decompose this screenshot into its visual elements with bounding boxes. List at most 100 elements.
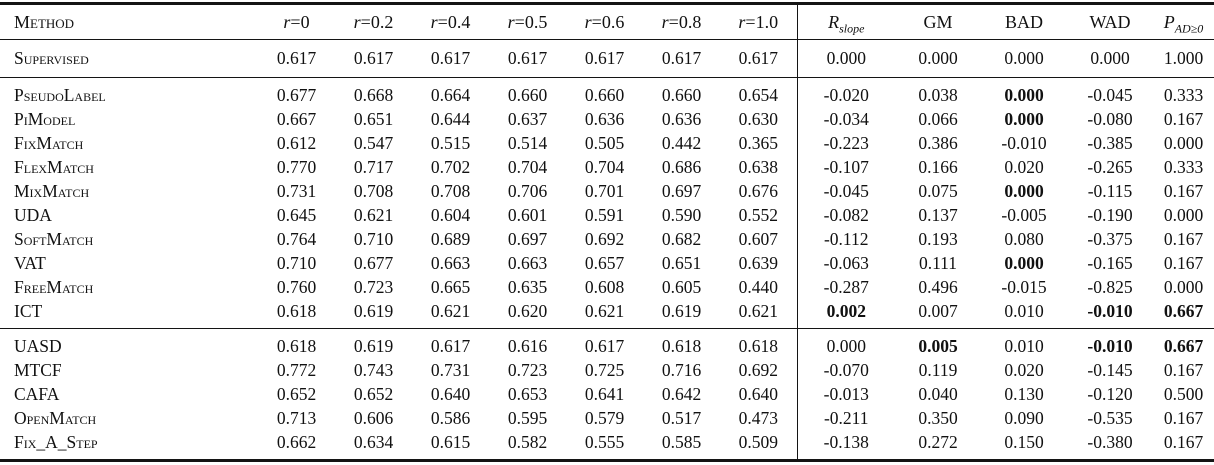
metric-cell: -0.005 (1001, 204, 1047, 225)
method-cell: UASD (14, 335, 62, 356)
table-row-fixmatch: FixMatch 0.612 0.547 0.515 0.514 0.505 0.442 0.… (0, 131, 1214, 155)
col-header-value: =1.0 (745, 11, 779, 32)
col-header-r0: r=0 (258, 4, 335, 40)
metric-cell: 0.150 (1004, 431, 1044, 452)
value-cell: 0.644 (430, 108, 471, 129)
value-cell: 0.586 (430, 407, 471, 428)
value-cell: 0.619 (353, 335, 394, 356)
table-row-fix-a-step: Fix_A_Step 0.662 0.634 0.615 0.582 0.555 0.585… (0, 430, 1214, 461)
method-cell: Fix_A_Step (14, 431, 98, 452)
metric-cell: 0.038 (918, 84, 958, 105)
value-cell: 0.653 (507, 383, 548, 404)
table-row-ict: ICT 0.618 0.619 0.621 0.620 0.621 0.619 0.621 0.… (0, 299, 1214, 329)
method-cell: ICT (14, 300, 43, 321)
value-cell: 0.710 (276, 252, 317, 273)
value-cell: 0.617 (353, 48, 394, 68)
metric-cell: -0.013 (796, 382, 895, 406)
table-row-vat: VAT 0.710 0.677 0.663 0.663 0.657 0.651 0.639 -0… (0, 251, 1214, 275)
value-cell: 0.605 (661, 276, 702, 297)
table-header: Method r=0 r=0.2 r=0.4 r=0.5 r=0.6 r=0.8 r=1.0 R… (0, 3, 1214, 40)
table-row-uasd: UASD 0.618 0.619 0.617 0.616 0.617 0.618 0.618 0… (0, 328, 1214, 358)
metric-cell: 0.137 (918, 204, 958, 225)
metric-cell: 0.350 (918, 407, 958, 428)
metric-cell: -0.265 (1087, 156, 1133, 177)
value-cell: 0.639 (738, 252, 778, 273)
value-cell: 0.509 (738, 431, 778, 452)
col-header-symbol: r (283, 11, 291, 32)
value-cell: 0.723 (507, 359, 548, 380)
value-cell: 0.667 (276, 108, 317, 129)
value-cell: 0.686 (661, 156, 702, 177)
metric-cell: 0.000 (1004, 252, 1044, 273)
value-cell: 0.616 (507, 335, 548, 356)
value-cell: 0.618 (661, 335, 702, 356)
value-cell: 0.590 (661, 204, 702, 225)
value-cell: 0.515 (430, 132, 471, 153)
metric-cell: 0.130 (1004, 383, 1044, 404)
value-cell: 0.618 (276, 335, 317, 356)
value-cell: 0.689 (430, 228, 471, 249)
metric-cell: 0.000 (1004, 108, 1044, 129)
value-cell: 0.652 (353, 383, 394, 404)
value-cell: 0.662 (276, 431, 317, 452)
col-header-label: BAD (1004, 11, 1043, 32)
value-cell: 0.365 (738, 132, 778, 153)
col-header-symbol: r (430, 11, 438, 32)
col-header-wad: WAD (1067, 4, 1153, 40)
value-cell: 0.617 (507, 48, 548, 68)
value-cell: 0.620 (507, 300, 548, 321)
table-row-freematch: FreeMatch 0.760 0.723 0.665 0.635 0.608 0.605 0… (0, 275, 1214, 299)
value-cell: 0.552 (738, 204, 778, 225)
metric-cell: -0.120 (1087, 383, 1133, 404)
metric-cell: 0.167 (1163, 407, 1204, 428)
col-header-value: =0.2 (360, 11, 394, 32)
metric-cell: -0.063 (796, 251, 895, 275)
metric-cell: 0.002 (796, 299, 895, 329)
value-cell: 0.668 (353, 84, 394, 105)
value-cell: 0.505 (584, 132, 625, 153)
metric-cell: -0.211 (796, 406, 895, 430)
value-cell: 0.677 (353, 252, 394, 273)
metric-cell: -0.115 (1087, 180, 1133, 201)
value-cell: 0.660 (584, 84, 625, 105)
method-cell: Supervised (14, 48, 89, 68)
value-cell: 0.660 (507, 84, 548, 105)
metric-cell: -0.825 (1087, 276, 1133, 297)
value-cell: 0.706 (507, 180, 548, 201)
col-header-value: =0.8 (668, 11, 702, 32)
value-cell: 0.617 (661, 48, 702, 68)
value-cell: 0.710 (353, 228, 394, 249)
metric-cell: -0.112 (796, 227, 895, 251)
metric-cell: 0.333 (1163, 84, 1204, 105)
metric-cell: 0.496 (918, 276, 958, 297)
method-cell: PiModel (14, 108, 76, 129)
value-cell: 0.663 (430, 252, 471, 273)
value-cell: 0.617 (584, 48, 625, 68)
metric-cell: 0.005 (918, 335, 958, 356)
col-header-subscript: slope (839, 21, 865, 36)
value-cell: 0.617 (430, 48, 471, 68)
col-header-method: Method (0, 4, 258, 40)
value-cell: 0.713 (276, 407, 317, 428)
value-cell: 0.618 (276, 300, 317, 321)
value-cell: 0.731 (430, 359, 471, 380)
metric-cell: -0.165 (1087, 252, 1133, 273)
value-cell: 0.591 (584, 204, 625, 225)
method-cell: OpenMatch (14, 407, 97, 428)
table-row-mixmatch: MixMatch 0.731 0.708 0.708 0.706 0.701 0.697 0.… (0, 179, 1214, 203)
metric-cell: -0.045 (796, 179, 895, 203)
col-header-value: =0.5 (514, 11, 548, 32)
value-cell: 0.604 (430, 204, 471, 225)
value-cell: 0.657 (584, 252, 625, 273)
col-header-symbol: r (353, 11, 361, 32)
value-cell: 0.692 (584, 228, 625, 249)
metric-cell: 0.111 (918, 252, 958, 273)
table-row-supervised: Supervised 0.617 0.617 0.617 0.617 0.617 0.617… (0, 39, 1214, 78)
value-cell: 0.617 (276, 48, 317, 68)
value-cell: 0.607 (738, 228, 778, 249)
value-cell: 0.677 (276, 84, 317, 105)
col-header-value: =0 (290, 11, 310, 32)
metric-cell: 0.020 (1004, 359, 1044, 380)
value-cell: 0.608 (584, 276, 625, 297)
